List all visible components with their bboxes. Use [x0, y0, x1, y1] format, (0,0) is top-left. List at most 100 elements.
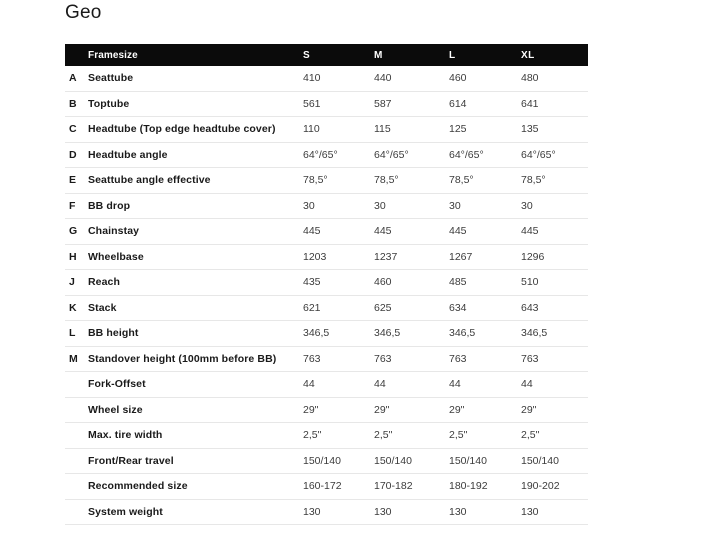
row-value-s: 435 [303, 276, 321, 289]
row-value-xl: 29" [521, 403, 537, 416]
row-value-m: 78,5° [374, 174, 399, 187]
row-value-xl: 64°/65° [521, 148, 556, 161]
table-row: Recommended size 160-172 170-182 180-192… [65, 474, 588, 500]
row-value-l: 1267 [449, 250, 473, 263]
table-header-row: Framesize S M L XL [65, 44, 588, 66]
row-value-l: 150/140 [449, 454, 487, 467]
row-label: Max. tire width [88, 429, 163, 442]
row-value-xl: 510 [521, 276, 539, 289]
table-body: A Seattube 410 440 460 480 B Toptube 561… [65, 66, 588, 525]
row-value-s: 64°/65° [303, 148, 338, 161]
row-letter: E [69, 174, 77, 187]
table-row: F BB drop 30 30 30 30 [65, 193, 588, 219]
row-value-l: 44 [449, 378, 461, 391]
row-value-l: 485 [449, 276, 467, 289]
table-row: G Chainstay 445 445 445 445 [65, 219, 588, 245]
row-value-l: 180-192 [449, 480, 488, 493]
table-row: System weight 130 130 130 130 [65, 499, 588, 525]
row-value-s: 30 [303, 199, 315, 212]
row-value-m: 170-182 [374, 480, 413, 493]
row-value-s: 561 [303, 97, 321, 110]
table-row: K Stack 621 625 634 643 [65, 295, 588, 321]
row-label: Wheel size [88, 403, 143, 416]
row-value-m: 30 [374, 199, 386, 212]
row-value-l: 614 [449, 97, 467, 110]
row-value-m: 440 [374, 72, 392, 85]
row-label: Toptube [88, 97, 130, 110]
row-value-m: 587 [374, 97, 392, 110]
row-value-s: 160-172 [303, 480, 342, 493]
table-row: L BB height 346,5 346,5 346,5 346,5 [65, 321, 588, 347]
row-value-s: 29" [303, 403, 319, 416]
row-letter: A [69, 72, 77, 85]
row-label: Seattube [88, 72, 134, 85]
row-label: Stack [88, 301, 117, 314]
row-value-m: 64°/65° [374, 148, 409, 161]
row-value-xl: 44 [521, 378, 533, 391]
row-letter: F [69, 199, 76, 212]
row-value-m: 130 [374, 505, 392, 518]
row-label: Seattube angle effective [88, 174, 211, 187]
row-value-s: 445 [303, 225, 321, 238]
row-label: BB drop [88, 199, 131, 212]
table-row: B Toptube 561 587 614 641 [65, 91, 588, 117]
header-framesize: Framesize [88, 49, 138, 61]
row-value-xl: 643 [521, 301, 539, 314]
row-label: Front/Rear travel [88, 454, 174, 467]
row-value-xl: 2,5" [521, 429, 540, 442]
row-value-s: 78,5° [303, 174, 328, 187]
header-size-l: L [449, 49, 456, 61]
row-value-l: 64°/65° [449, 148, 484, 161]
table-row: H Wheelbase 1203 1237 1267 1296 [65, 244, 588, 270]
row-value-m: 445 [374, 225, 392, 238]
row-value-s: 150/140 [303, 454, 341, 467]
row-label: System weight [88, 505, 163, 518]
row-value-s: 763 [303, 352, 321, 365]
row-value-s: 621 [303, 301, 321, 314]
table-row: Wheel size 29" 29" 29" 29" [65, 397, 588, 423]
row-value-s: 110 [303, 123, 320, 136]
table-row: A Seattube 410 440 460 480 [65, 66, 588, 92]
table-row: D Headtube angle 64°/65° 64°/65° 64°/65°… [65, 142, 588, 168]
header-size-m: M [374, 49, 383, 61]
row-value-s: 346,5 [303, 327, 330, 340]
row-value-m: 2,5" [374, 429, 393, 442]
row-label: Wheelbase [88, 250, 144, 263]
row-value-l: 30 [449, 199, 461, 212]
page-title: Geo [65, 2, 102, 23]
row-value-xl: 135 [521, 123, 539, 136]
table-row: C Headtube (Top edge headtube cover) 110… [65, 117, 588, 143]
row-value-l: 29" [449, 403, 465, 416]
table-row: E Seattube angle effective 78,5° 78,5° 7… [65, 168, 588, 194]
row-letter: H [69, 250, 77, 263]
row-value-xl: 190-202 [521, 480, 560, 493]
row-value-xl: 78,5° [521, 174, 546, 187]
row-value-xl: 1296 [521, 250, 545, 263]
row-letter: K [69, 301, 77, 314]
row-value-l: 445 [449, 225, 467, 238]
row-label: Fork-Offset [88, 378, 146, 391]
table-row: Max. tire width 2,5" 2,5" 2,5" 2,5" [65, 423, 588, 449]
header-size-s: S [303, 49, 311, 61]
geometry-table: Framesize S M L XL A Seattube 410 440 46… [65, 44, 588, 525]
row-value-xl: 480 [521, 72, 539, 85]
row-label: Reach [88, 276, 121, 289]
row-value-l: 634 [449, 301, 467, 314]
row-value-l: 2,5" [449, 429, 468, 442]
row-letter: L [69, 327, 76, 340]
table-row: Front/Rear travel 150/140 150/140 150/14… [65, 448, 588, 474]
row-value-m: 346,5 [374, 327, 401, 340]
table-row: M Standover height (100mm before BB) 763… [65, 346, 588, 372]
row-value-xl: 30 [521, 199, 533, 212]
row-label: Recommended size [88, 480, 188, 493]
table-row: J Reach 435 460 485 510 [65, 270, 588, 296]
row-value-s: 44 [303, 378, 315, 391]
row-value-s: 2,5" [303, 429, 322, 442]
row-value-xl: 150/140 [521, 454, 559, 467]
row-label: Standover height (100mm before BB) [88, 352, 277, 365]
row-label: Headtube angle [88, 148, 168, 161]
row-letter: G [69, 225, 78, 238]
row-value-m: 44 [374, 378, 386, 391]
row-value-l: 460 [449, 72, 467, 85]
